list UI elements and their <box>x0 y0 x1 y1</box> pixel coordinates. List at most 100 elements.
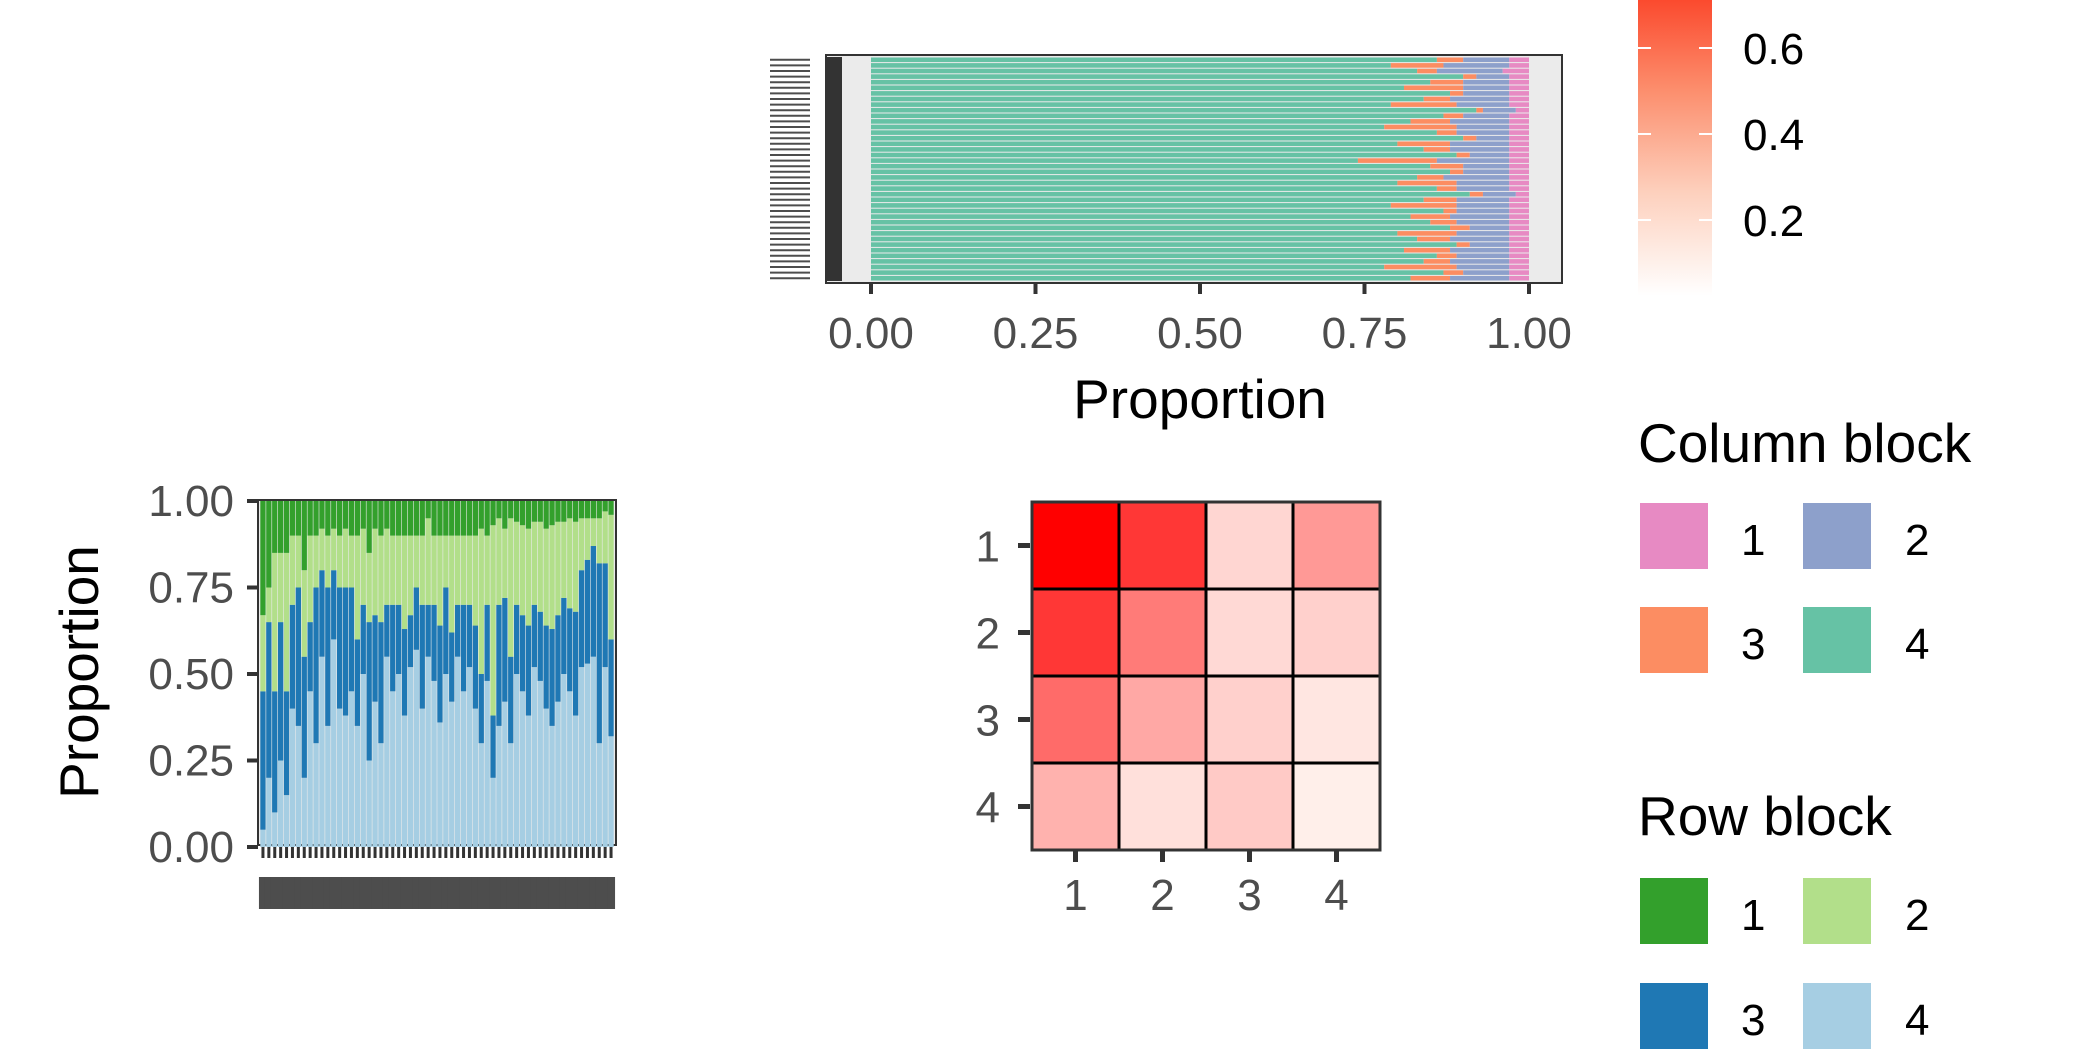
row-x-tick-label <box>601 877 610 909</box>
row-bar-segment-2 <box>573 521 579 612</box>
row-bar-segment-3 <box>283 691 290 796</box>
row-bar-segment-4 <box>283 795 290 847</box>
row-bar-segment-3 <box>301 656 307 778</box>
row-bar-segment-4 <box>319 656 325 847</box>
col-bar-segment-4 <box>871 236 1418 242</box>
row-bar-segment-1 <box>396 501 402 536</box>
row-bar-segment-4 <box>555 701 561 847</box>
row-bar-segment-1 <box>401 501 408 536</box>
col-bar-segment-3 <box>1397 141 1451 147</box>
col-bar-segment-4 <box>871 68 1418 74</box>
row-x-tick-label <box>353 877 362 909</box>
heatmap-cell <box>1291 674 1382 765</box>
row-bar-segment-4 <box>584 663 591 847</box>
col-bar-segment-1 <box>1509 147 1529 152</box>
col-bar-segment-4 <box>871 85 1404 91</box>
row-bar-segment-4 <box>342 715 349 847</box>
row-bar-segment-1 <box>313 501 319 536</box>
column-block-key-2 <box>1803 503 1871 569</box>
row-bar-segment-4 <box>260 829 266 847</box>
col-bar-segment-3 <box>1430 219 1457 225</box>
col-bar-segment-2 <box>1456 124 1510 130</box>
col-bar-segment-4 <box>871 242 1457 247</box>
col-bar-segment-1 <box>1509 219 1529 225</box>
heatmap-cell <box>1117 500 1208 591</box>
column-block-key-3 <box>1640 607 1708 673</box>
col-bar-segment-2 <box>1456 253 1510 259</box>
row-bar-segment-3 <box>360 604 366 674</box>
row-bar-segment-1 <box>514 501 520 522</box>
row-bar-segment-3 <box>425 604 431 657</box>
row-bar-segment-1 <box>331 501 337 529</box>
col-bar-segment-2 <box>1463 270 1510 275</box>
row-x-tick-label <box>406 877 415 909</box>
col-bar-segment-4 <box>871 191 1470 197</box>
row-bar-segment-2 <box>319 528 325 571</box>
row-bar-segment-1 <box>502 501 508 529</box>
row-x-tick-label <box>264 877 273 909</box>
row-bar-segment-3 <box>466 604 473 668</box>
col-bar-segment-2 <box>1450 96 1510 102</box>
col-bar-segment-2 <box>1450 141 1510 147</box>
col-bar-segment-2 <box>1443 175 1510 180</box>
column-chart-x-title: Proportion <box>1073 368 1327 430</box>
row-bar-segment-3 <box>555 615 561 702</box>
row-bar-segment-2 <box>437 535 443 626</box>
row-bar-segment-4 <box>472 708 478 847</box>
col-bar-segment-2 <box>1456 231 1510 236</box>
col-bar-segment-2 <box>1450 275 1510 281</box>
col-bar-segment-3 <box>1384 264 1457 270</box>
row-x-tick-label <box>571 877 580 909</box>
col-bar-segment-2 <box>1450 236 1510 242</box>
row-bar-segment-3 <box>543 625 549 709</box>
heatmap-y-tick-label: 2 <box>976 610 1000 659</box>
heatmap-x-tick-label: 3 <box>1237 871 1261 920</box>
col-bar-segment-1 <box>1509 91 1529 96</box>
row-bar-segment-3 <box>378 622 384 744</box>
row-block-label-1: 1 <box>1741 891 1765 940</box>
col-bar-segment-4 <box>871 107 1477 113</box>
col-bar-segment-1 <box>1509 186 1529 191</box>
row-bar-segment-3 <box>443 587 449 674</box>
row-bar-segment-2 <box>496 518 502 605</box>
row-bar-segment-2 <box>348 535 355 588</box>
col-bar-segment-4 <box>871 113 1444 119</box>
column-chart-x-axis: 0.00 0.25 0.50 0.75 1.00 <box>828 283 1572 358</box>
col-bar-segment-3 <box>1469 191 1483 197</box>
row-bar-segment-3 <box>590 545 596 657</box>
row-bar-segment-2 <box>578 518 585 571</box>
row-bar-segment-3 <box>354 639 360 726</box>
row-y-tick-label: 0.00 <box>148 823 234 872</box>
row-bar-segment-3 <box>514 604 520 674</box>
row-x-tick-label <box>524 877 533 909</box>
col-bar-segment-3 <box>1423 147 1451 152</box>
row-x-tick-label <box>394 877 403 909</box>
row-bar-segment-1 <box>525 501 532 529</box>
heatmap-cell <box>1204 587 1295 678</box>
row-bar-segment-3 <box>502 597 508 702</box>
col-bar-segment-3 <box>1410 275 1451 281</box>
row-x-tick-label <box>288 877 297 909</box>
row-bar-segment-4 <box>549 725 555 847</box>
col-bar-segment-1 <box>1509 180 1529 186</box>
block-heatmap: 1 2 3 4 1 2 3 4 <box>976 500 1382 920</box>
row-bar-segment-2 <box>372 528 378 616</box>
row-bar-segment-3 <box>578 570 585 668</box>
col-bar-segment-2 <box>1463 57 1510 63</box>
row-x-tick-label <box>459 877 468 909</box>
row-x-tick-label <box>607 877 616 909</box>
row-block-legend-title: Row block <box>1638 785 1892 847</box>
row-bar-segment-3 <box>401 629 408 716</box>
row-bar-segment-3 <box>396 604 402 674</box>
row-bar-segment-2 <box>590 518 596 546</box>
row-bar-segment-2 <box>425 518 431 605</box>
col-bar-segment-2 <box>1463 163 1510 169</box>
row-bar-segment-3 <box>366 622 372 761</box>
row-bar-segment-3 <box>525 625 532 716</box>
row-proportion-chart: 0.00 0.25 0.50 0.75 1.00 Proportion <box>48 477 617 909</box>
row-block-key-3 <box>1640 983 1708 1049</box>
row-x-tick-label <box>553 877 562 909</box>
row-bar-segment-4 <box>366 760 372 847</box>
col-bar-segment-4 <box>871 152 1457 158</box>
col-bar-segment-1 <box>1509 175 1529 180</box>
